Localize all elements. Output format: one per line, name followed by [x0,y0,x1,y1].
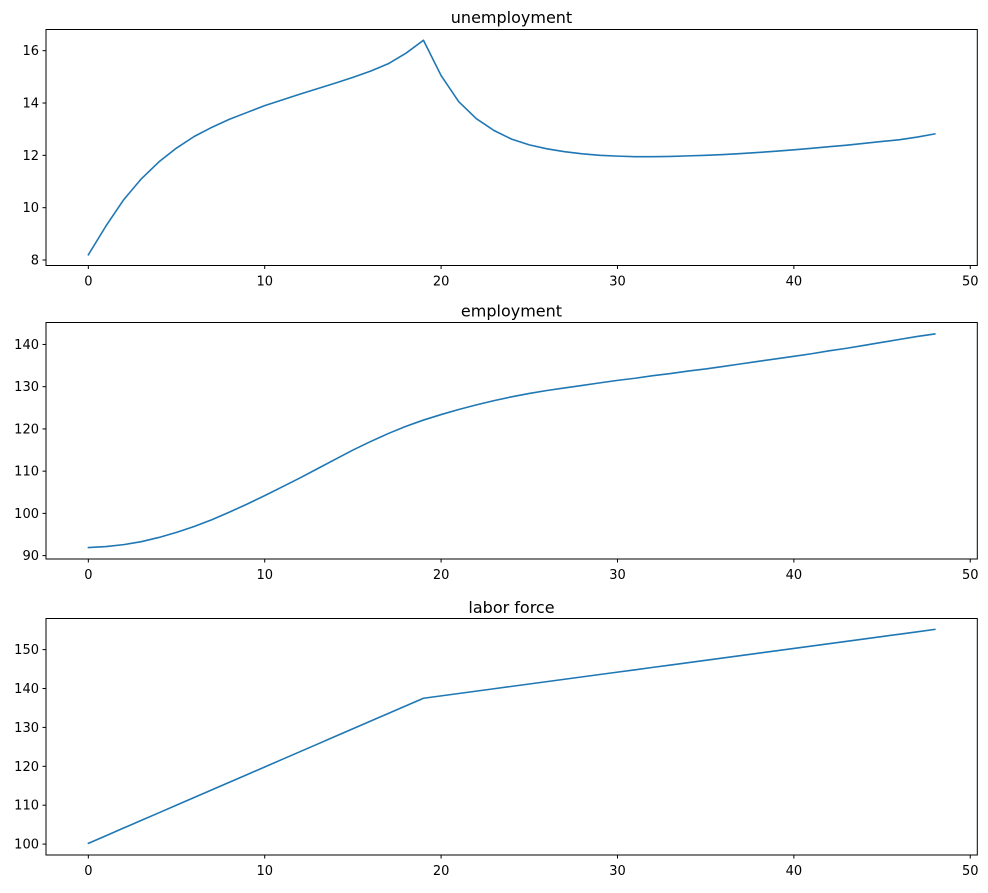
x-tick-label: 30 [609,568,626,583]
x-tick-label: 0 [84,275,92,290]
plot-line [87,39,936,256]
y-tick-label: 100 [14,838,39,853]
x-tick-label: 10 [256,568,273,583]
subplot-labor-force: labor force 0 10 20 30 40 50 100 110 120 130 140 15… [14,598,978,879]
y-tick-label: 150 [14,643,39,658]
y-tick-label: 10 [22,201,39,216]
x-tick-label: 20 [433,275,450,290]
y-tick-label: 130 [14,721,39,736]
plot-area-labor-force: 0 10 20 30 40 50 100 110 120 130 140 150 [14,618,979,879]
x-tick-label: 40 [786,568,803,583]
y-tick-label: 8 [31,254,39,269]
plot-area-employment: 0 10 20 30 40 50 90 100 110 120 130 140 [14,322,979,583]
y-tick-label: 130 [14,380,39,395]
x-tick-label: 40 [786,864,803,879]
chart-title-unemployment: unemployment [451,8,572,27]
y-tick-label: 110 [14,465,39,480]
x-tick-label: 0 [84,864,92,879]
chart-title-employment: employment [461,302,562,321]
y-tick-label: 140 [14,338,39,353]
x-tick-label: 20 [433,864,450,879]
x-tick-label: 0 [84,568,92,583]
chart-title-labor-force: labor force [468,598,554,617]
y-tick-label: 120 [14,760,39,775]
plot-line [87,628,936,845]
y-tick-label: 110 [14,799,39,814]
y-tick-label: 120 [14,422,39,437]
x-tick-label: 20 [433,568,450,583]
x-tick-label: 50 [962,275,979,290]
plot-frame [45,618,978,856]
x-tick-label: 10 [256,864,273,879]
x-tick-label: 40 [786,275,803,290]
y-tick-label: 14 [22,97,39,112]
y-tick-label: 16 [22,44,39,59]
y-tick-label: 12 [22,149,39,164]
plot-line [87,333,936,549]
subplot-employment: employment 0 10 20 30 40 50 90 100 110 120 130 140 [14,302,978,584]
y-tick-label: 140 [14,682,39,697]
x-tick-label: 50 [962,864,979,879]
x-tick-label: 30 [609,275,626,290]
x-tick-label: 10 [256,275,273,290]
subplot-unemployment: unemployment 0 10 20 30 40 50 8 10 12 14 16 [22,8,978,290]
plot-frame [45,322,978,560]
y-tick-label: 90 [22,549,39,564]
y-tick-label: 100 [14,507,39,522]
plot-frame [45,29,978,266]
x-tick-label: 30 [609,864,626,879]
plot-area-unemployment: 0 10 20 30 40 50 8 10 12 14 16 [22,29,979,290]
x-tick-label: 50 [962,568,979,583]
